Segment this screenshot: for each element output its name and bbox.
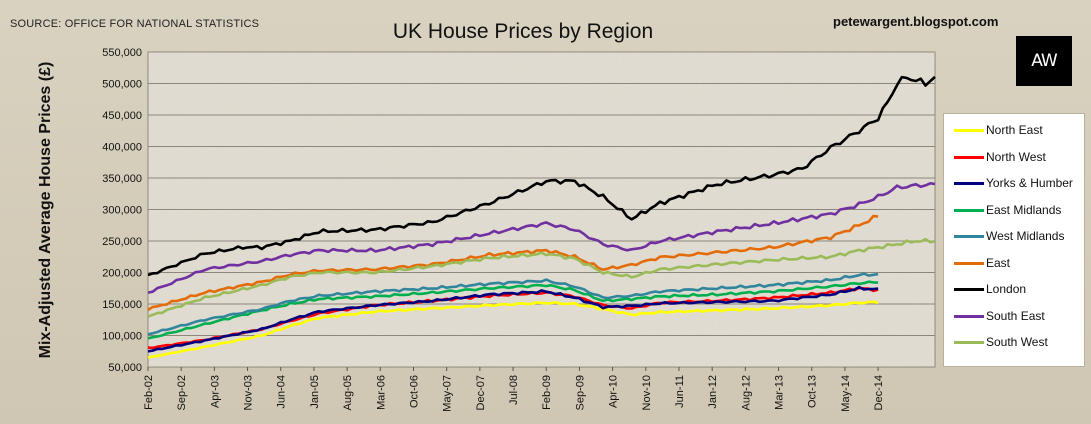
x-tick-label: Jul-08 xyxy=(508,375,520,405)
legend: North East North West Yorks & Humber East M… xyxy=(943,113,1085,367)
series-line-west-midlands xyxy=(147,272,879,336)
x-tick-label: Sep-09 xyxy=(574,375,586,410)
y-tick-label: 250,000 xyxy=(102,236,142,248)
x-tick-label: Oct-13 xyxy=(807,375,819,408)
series-line-north-east xyxy=(147,300,879,359)
y-tick-label: 500,000 xyxy=(102,79,142,91)
series-line-yorks-humber xyxy=(147,285,879,353)
legend-item: South West xyxy=(944,330,1084,356)
x-tick-label: Oct-06 xyxy=(408,375,420,408)
legend-label: North West xyxy=(986,149,1046,164)
blog-url[interactable]: petewargent.blogspot.com xyxy=(833,14,999,29)
y-tick-label: 300,000 xyxy=(102,205,142,217)
legend-swatch xyxy=(954,182,984,185)
legend-label: London xyxy=(986,282,1027,296)
legend-label: South East xyxy=(986,308,1045,323)
legend-swatch xyxy=(954,235,984,238)
y-tick-label: 400,000 xyxy=(102,142,142,154)
x-tick-label: Jun-04 xyxy=(276,375,288,409)
y-tick-label: 450,000 xyxy=(102,110,142,122)
legend-item: Yorks & Humber xyxy=(944,171,1084,197)
series-line-south-west xyxy=(147,237,936,318)
x-tick-label: Feb-09 xyxy=(541,375,553,410)
legend-swatch xyxy=(954,314,984,318)
chart-title: UK House Prices by Region xyxy=(393,20,653,43)
legend-swatch xyxy=(954,129,984,132)
legend-swatch xyxy=(954,341,984,344)
x-tick-label: Aug-12 xyxy=(740,375,752,410)
legend-item: North East xyxy=(944,118,1084,144)
x-tick-label: Jan-12 xyxy=(707,375,719,409)
legend-item: East Midlands xyxy=(944,198,1084,224)
x-tick-label: Feb-02 xyxy=(143,375,155,410)
legend-item: West Midlands xyxy=(944,224,1084,250)
x-tick-label: Nov-10 xyxy=(641,375,653,410)
source-note: SOURCE: OFFICE FOR NATIONAL STATISTICS xyxy=(10,18,260,30)
y-tick-label: 550,000 xyxy=(102,47,142,59)
legend-label: Yorks & Humber xyxy=(986,176,1073,190)
x-tick-label: Aug-05 xyxy=(342,375,354,410)
series-line-south-east xyxy=(147,182,936,294)
legend-label: South West xyxy=(986,335,1048,349)
x-tick-label: Jan-05 xyxy=(309,375,321,409)
legend-swatch xyxy=(954,155,984,159)
x-tick-label: Dec-07 xyxy=(475,375,487,410)
x-tick-label: Apr-03 xyxy=(209,375,221,408)
x-tick-label: Mar-06 xyxy=(375,375,387,410)
x-tick-label: Jun-11 xyxy=(674,375,686,408)
x-tick-label: Apr-10 xyxy=(608,375,620,408)
x-tick-label: Sep-02 xyxy=(176,375,188,410)
legend-item: London xyxy=(944,277,1084,303)
x-tick-label: May-07 xyxy=(442,375,454,412)
x-tick-label: May-14 xyxy=(840,375,852,412)
legend-item: South East xyxy=(944,304,1084,330)
legend-label: East xyxy=(986,255,1011,270)
legend-item: North West xyxy=(944,145,1084,171)
y-tick-label: 150,000 xyxy=(102,299,142,311)
legend-swatch xyxy=(954,208,984,212)
y-tick-label: 350,000 xyxy=(102,173,142,185)
series-line-east xyxy=(147,214,879,312)
y-tick-label: 200,000 xyxy=(102,268,142,280)
series-line-london xyxy=(147,75,936,277)
aw-logo: AW xyxy=(1016,36,1072,86)
legend-label: North East xyxy=(986,123,1043,137)
legend-label: West Midlands xyxy=(986,229,1065,243)
series-line-east-midlands xyxy=(147,280,879,340)
legend-swatch xyxy=(954,288,984,291)
legend-item: East xyxy=(944,251,1084,277)
x-tick-label: Nov-03 xyxy=(243,375,255,410)
x-tick-label: Dec-14 xyxy=(873,375,885,410)
x-tick-label: Mar-13 xyxy=(774,375,786,410)
aw-logo-text: AW xyxy=(1031,51,1057,71)
legend-label: East Midlands xyxy=(986,202,1062,217)
y-axis-label: Mix-Adjusted Average House Prices (£) xyxy=(37,62,54,359)
y-tick-label: 50,000 xyxy=(108,362,142,374)
y-tick-label: 100,000 xyxy=(102,331,142,343)
legend-swatch xyxy=(954,261,984,265)
